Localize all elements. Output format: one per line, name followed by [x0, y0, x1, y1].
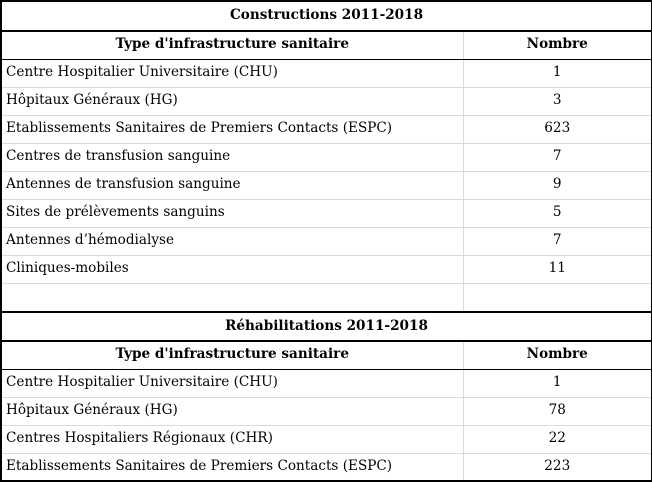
table-row: Centre Hospitalier Universitaire (CHU) 1: [0, 59, 652, 88]
infrastructure-count: 5: [463, 199, 652, 228]
infrastructure-type: Hôpitaux Généraux (HG): [0, 87, 464, 116]
table-row: Sites de prélèvements sanguins 5: [0, 199, 652, 228]
infrastructure-count: 7: [463, 143, 652, 172]
table-row: Etablissements Sanitaires de Premiers Co…: [0, 453, 652, 482]
constructions-count-header: Nombre: [463, 31, 652, 60]
infrastructure-type: Etablissements Sanitaires de Premiers Co…: [0, 115, 464, 144]
rehabilitations-type-header: Type d'infrastructure sanitaire: [0, 341, 464, 370]
table-row: Hôpitaux Généraux (HG) 78: [0, 397, 652, 426]
infrastructure-type: Etablissements Sanitaires de Premiers Co…: [0, 453, 464, 482]
infrastructure-count: 11: [463, 255, 652, 284]
infrastructure-type: Sites de prélèvements sanguins: [0, 199, 464, 228]
infrastructure-count: 1: [463, 59, 652, 88]
empty-cell: [0, 283, 464, 313]
constructions-type-header: Type d'infrastructure sanitaire: [0, 31, 464, 60]
infrastructure-type: Antennes d’hémodialyse: [0, 227, 464, 256]
infrastructure-type: Centres Hospitaliers Régionaux (CHR): [0, 425, 464, 454]
table-row: Hôpitaux Généraux (HG) 3: [0, 87, 652, 116]
infrastructure-count: 22: [463, 425, 652, 454]
infrastructure-type: Antennes de transfusion sanguine: [0, 171, 464, 200]
empty-cell: [463, 283, 652, 313]
constructions-header-row: Type d'infrastructure sanitaire Nombre: [0, 31, 652, 60]
table-row: Centres Hospitaliers Régionaux (CHR) 22: [0, 425, 652, 454]
infrastructure-type: Centre Hospitalier Universitaire (CHU): [0, 59, 464, 88]
infrastructure-count: 78: [463, 397, 652, 426]
table-row: Centres de transfusion sanguine 7: [0, 143, 652, 172]
table-row: Antennes d’hémodialyse 7: [0, 227, 652, 256]
table-row: Centre Hospitalier Universitaire (CHU) 1: [0, 369, 652, 398]
infrastructure-type: Hôpitaux Généraux (HG): [0, 397, 464, 426]
table-row: Cliniques-mobiles 11: [0, 255, 652, 284]
rehabilitations-title: Réhabilitations 2011-2018: [0, 311, 652, 342]
infrastructure-count: 9: [463, 171, 652, 200]
constructions-title: Constructions 2011-2018: [0, 0, 652, 32]
table-row: Etablissements Sanitaires de Premiers Co…: [0, 115, 652, 144]
infrastructure-count: 623: [463, 115, 652, 144]
infrastructure-type: Centre Hospitalier Universitaire (CHU): [0, 369, 464, 398]
rehabilitations-count-header: Nombre: [463, 341, 652, 370]
table-row: Antennes de transfusion sanguine 9: [0, 171, 652, 200]
infrastructure-count: 3: [463, 87, 652, 116]
infrastructure-type: Cliniques-mobiles: [0, 255, 464, 284]
infrastructure-type: Centres de transfusion sanguine: [0, 143, 464, 172]
rehabilitations-title-row: Réhabilitations 2011-2018: [0, 311, 652, 342]
rehabilitations-header-row: Type d'infrastructure sanitaire Nombre: [0, 341, 652, 370]
constructions-title-row: Constructions 2011-2018: [0, 0, 652, 32]
infrastructure-count: 1: [463, 369, 652, 398]
empty-table-row: [0, 283, 652, 313]
infrastructure-count: 7: [463, 227, 652, 256]
infrastructure-count: 223: [463, 453, 652, 482]
